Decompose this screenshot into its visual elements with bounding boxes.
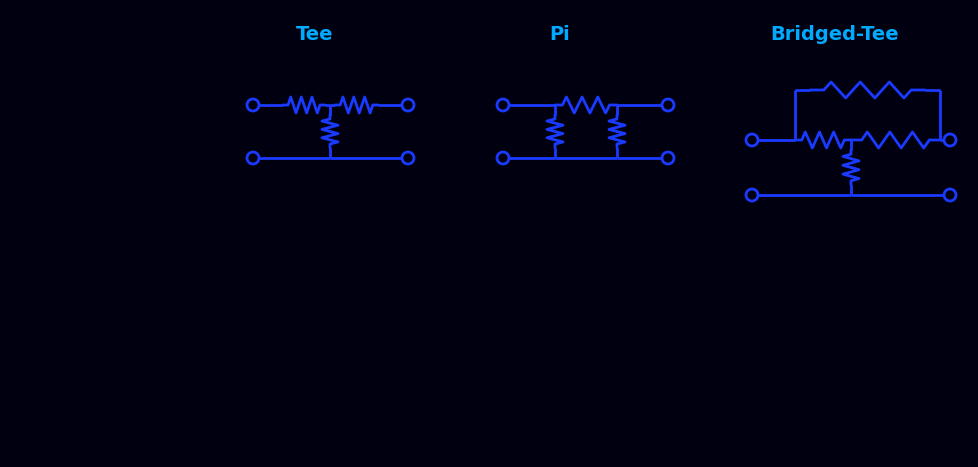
Text: Pi: Pi [549,26,570,44]
Text: Tee: Tee [296,26,333,44]
Text: Bridged-Tee: Bridged-Tee [770,26,899,44]
